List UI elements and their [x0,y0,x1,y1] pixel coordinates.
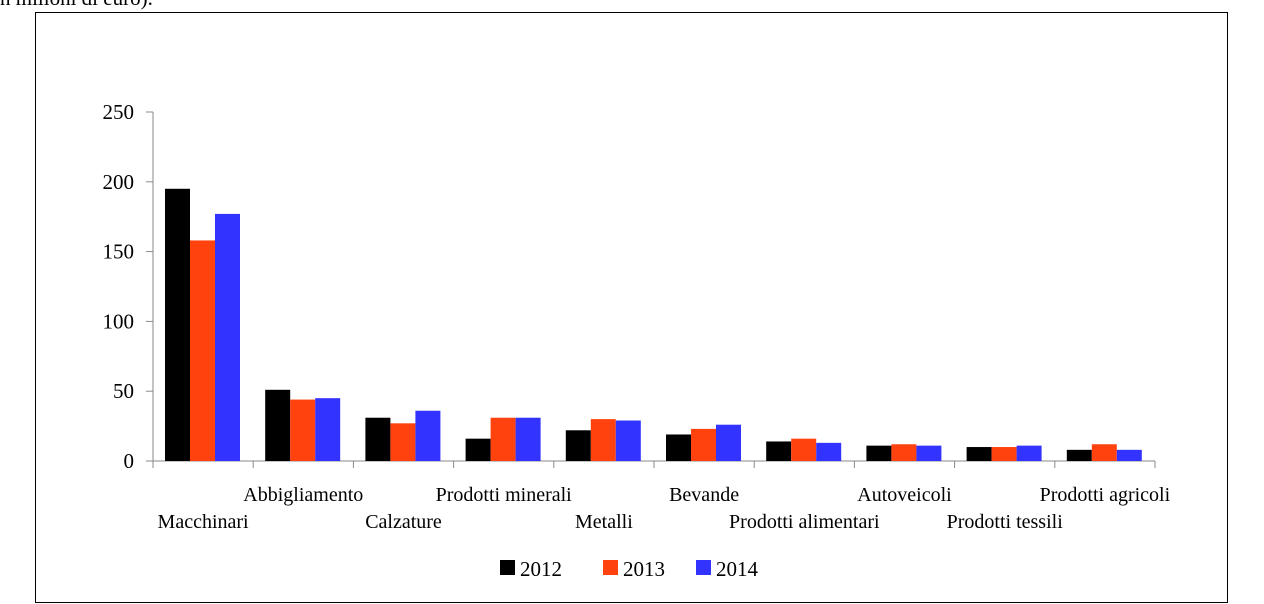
bar-2014-2 [315,398,341,461]
chart-axes: 0 50 100 150 200 250 [103,100,1156,473]
bar-2014-6 [716,424,741,461]
chart-bars [165,188,1142,461]
y-tick-label: 150 [103,240,135,264]
x-category-label: Macchinari [158,511,250,533]
bar-2014-5 [615,420,641,461]
legend-label: 2013 [623,557,665,581]
x-category-label: Prodotti tessili [947,511,1064,533]
legend-swatch-2014 [696,560,711,575]
bar-2013-3 [390,423,416,461]
bar-2014-4 [515,417,541,461]
bar-2012-10 [1066,449,1092,461]
bar-2013-10 [1091,444,1117,461]
x-category-label: Calzature [365,511,442,533]
bar-2013-6 [691,428,716,461]
bar-2012-3 [365,417,391,461]
bar-2013-8 [891,444,917,461]
x-category-label: Prodotti agricoli [1040,484,1171,506]
bar-2014-7 [816,442,842,461]
bar-2014-9 [1016,445,1042,461]
x-category-label: Metalli [575,511,633,533]
bar-2014-10 [1116,449,1142,461]
bar-2012-4 [465,438,491,461]
bar-2012-6 [666,434,691,461]
bar-2012-8 [866,445,892,461]
x-category-label: Prodotti minerali [436,484,573,506]
legend-label: 2012 [520,557,562,581]
caption-fragment: n milioni di euro). [0,0,153,11]
bar-2013-1 [190,240,215,461]
bar-2014-1 [215,213,240,461]
bar-2012-7 [766,441,792,461]
bar-2013-9 [991,447,1017,461]
bar-2013-4 [490,417,516,461]
x-category-label: Autoveicoli [857,484,952,506]
legend-swatch-2013 [603,560,618,575]
y-tick-label: 50 [113,379,134,403]
y-tick-label: 250 [103,100,135,124]
y-tick-label: 0 [124,449,135,473]
bar-2014-3 [415,410,441,461]
bar-2012-2 [265,389,291,461]
bar-2012-9 [966,447,992,461]
bar-2014-8 [916,445,942,461]
legend-swatch-2012 [500,560,515,575]
bar-2012-5 [565,430,591,461]
bar-2013-2 [290,399,316,461]
y-tick-label: 100 [103,309,135,333]
legend-label: 2014 [716,557,759,581]
chart-legend: 2012 2013 2014 [500,557,759,581]
bar-2013-5 [590,419,616,461]
x-category-label: Prodotti alimentari [729,511,880,533]
x-category-label: Bevande [669,484,739,506]
x-category-label: Abbigliamento [243,484,363,506]
bar-2013-7 [791,438,817,461]
y-tick-label: 200 [103,170,135,194]
bar-2012-1 [165,188,190,461]
